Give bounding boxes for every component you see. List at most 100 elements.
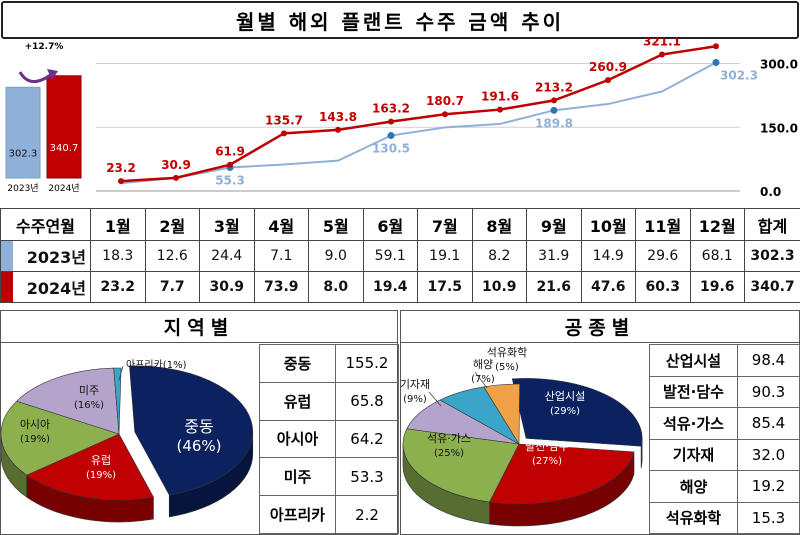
pie-slice-label: 유럽 bbox=[91, 453, 111, 467]
pie-slice-percent: (19%) bbox=[86, 470, 116, 481]
data-label: 213.2 bbox=[535, 80, 573, 94]
table-header-cell: 수주연월 bbox=[0, 208, 91, 241]
leader-line bbox=[428, 391, 442, 407]
pie-slice bbox=[113, 367, 122, 435]
table-cell: 60.3 bbox=[635, 271, 691, 303]
data-point bbox=[551, 97, 557, 104]
value-cell: 32.0 bbox=[737, 438, 800, 471]
data-point bbox=[713, 43, 719, 50]
pie-slice-percent: (46%) bbox=[176, 437, 221, 455]
pie-slice-label: 발전·담수 bbox=[525, 440, 569, 453]
data-point bbox=[388, 118, 394, 125]
table-cell: 17.5 bbox=[417, 271, 473, 303]
comparison-bar bbox=[5, 86, 41, 179]
data-label: 130.5 bbox=[372, 142, 410, 156]
region-panel-title: 지역별 bbox=[1, 311, 397, 343]
table-cell: 24.4 bbox=[199, 240, 255, 272]
category-cell: 아시아 bbox=[259, 419, 336, 459]
sector-value-table: 산업시설 98.4 발전·담수 90.3 석유·가스 85.4 기자재 32.0 해양 19.2 석… bbox=[649, 344, 800, 534]
data-label: 302.3 bbox=[720, 69, 758, 83]
region-panel: 지역별 중동 (46%) 유럽 (19%) 아시아 (19%) 미주 (16%) 아프리카(1%… bbox=[0, 310, 399, 535]
data-label: 55.3 bbox=[215, 173, 245, 187]
table-cell: 29.6 bbox=[635, 240, 691, 272]
data-label: 191.6 bbox=[481, 90, 519, 104]
region-pie-chart: 중동(46%) 유럽 (19%) 아시아 (19%) 미주 (16%) 아프리카(1%) bbox=[1, 359, 254, 523]
data-point bbox=[118, 178, 124, 185]
category-cell: 유럽 bbox=[259, 381, 336, 421]
pie-slice-label: 산업시설 bbox=[545, 390, 585, 403]
data-point bbox=[387, 132, 395, 140]
table-header-cell: 3월 bbox=[199, 208, 255, 241]
table-header-cell: 1월 bbox=[90, 208, 146, 241]
data-label: 61.9 bbox=[215, 145, 245, 159]
year-text: 2024년 bbox=[26, 279, 86, 298]
value-cell: 155.2 bbox=[335, 344, 399, 383]
data-label: 189.8 bbox=[535, 116, 573, 130]
row-year-label: 2023년 bbox=[0, 240, 91, 272]
series-line-2024 bbox=[120, 44, 717, 183]
data-label: 180.7 bbox=[426, 94, 464, 108]
pie-slice bbox=[1, 400, 120, 476]
leader-line bbox=[474, 371, 488, 389]
table-header-cell: 11월 bbox=[635, 208, 691, 241]
table-cell: 30.9 bbox=[199, 271, 255, 303]
category-cell: 해양 bbox=[649, 470, 738, 503]
data-point bbox=[442, 111, 448, 118]
pie-slice-label: 석유·가스 bbox=[427, 432, 471, 445]
table-row: 석유·가스 85.4 bbox=[649, 407, 800, 440]
value-cell: 64.2 bbox=[335, 419, 399, 459]
cumulative-line-chart: 0.0150.0300.0302.32023년340.72024년+12.7%5… bbox=[5, 38, 798, 199]
data-label: 143.8 bbox=[319, 110, 357, 124]
pie-slice bbox=[129, 365, 254, 496]
table-header-cell: 7월 bbox=[417, 208, 473, 241]
category-cell: 미주 bbox=[259, 457, 336, 497]
pie-slice-percent: (25%) bbox=[434, 448, 464, 459]
pie-slice-percent: (29%) bbox=[550, 406, 580, 417]
pie-slice bbox=[16, 367, 120, 435]
table-cell: 8.2 bbox=[471, 240, 527, 272]
value-cell: 19.2 bbox=[737, 470, 800, 503]
data-point bbox=[227, 161, 233, 168]
pie-slice-percent: (5%) bbox=[495, 362, 519, 373]
table-cell: 7.1 bbox=[253, 240, 309, 272]
monthly-order-table: 수주연월 1월 2월 3월 4월 5월 6월 7월 8월 9월 10월 11월 12월 합계 2023년 1… bbox=[0, 208, 800, 303]
table-cell: 21.6 bbox=[526, 271, 582, 303]
table-row: 발전·담수 90.3 bbox=[649, 375, 800, 408]
growth-arrowhead-icon bbox=[47, 69, 58, 80]
table-cell: 47.6 bbox=[580, 271, 636, 303]
category-cell: 아프리카 bbox=[259, 495, 336, 534]
value-cell: 98.4 bbox=[737, 344, 800, 377]
category-cell: 발전·담수 bbox=[649, 375, 738, 408]
table-cell: 12.6 bbox=[144, 240, 200, 272]
table-row: 기자재 32.0 bbox=[649, 438, 800, 471]
table-header-cell: 10월 bbox=[580, 208, 636, 241]
table-row: 중동 155.2 bbox=[259, 344, 399, 383]
category-cell: 석유·가스 bbox=[649, 407, 738, 440]
sector-panel: 공종별 산업시설 (29%) 발전·담수 (27%) 석유·가스 (25%) 기자재 (9%)… bbox=[400, 310, 800, 535]
pie-slice-percent: (16%) bbox=[74, 400, 104, 411]
table-row: 아프리카 2.2 bbox=[259, 495, 399, 534]
table-row: 2024년 23.2 7.7 30.9 73.9 8.0 19.4 17.5 10.9 21.6 4… bbox=[0, 271, 800, 303]
data-label: 163.2 bbox=[372, 102, 410, 116]
page-title: 월별 해외 플랜트 수주 금액 추이 bbox=[1, 1, 799, 39]
sector-pie-chart: 산업시설 (29%) 발전·담수 (27%) 석유·가스 (25%) 기자재 (9%) 해양 (7… bbox=[401, 346, 643, 527]
series-color-swatch bbox=[1, 241, 13, 271]
table-cell: 18.3 bbox=[90, 240, 146, 272]
table-header-cell: 6월 bbox=[362, 208, 418, 241]
table-row: 2023년 18.3 12.6 24.4 7.1 9.0 59.1 19.1 8.2 31.9 14… bbox=[0, 240, 800, 272]
region-value-table: 중동 155.2 유럽 65.8 아시아 64.2 미주 53.3 아프리카 2.2 bbox=[259, 344, 399, 534]
table-cell: 59.1 bbox=[362, 240, 418, 272]
table-cell: 68.1 bbox=[689, 240, 745, 272]
y-tick-label: 0.0 bbox=[760, 185, 781, 199]
value-cell: 15.3 bbox=[737, 501, 800, 534]
pie-slice-percent: (9%) bbox=[403, 394, 427, 405]
value-cell: 2.2 bbox=[335, 495, 399, 534]
table-row: 미주 53.3 bbox=[259, 457, 399, 497]
table-row: 유럽 65.8 bbox=[259, 381, 399, 421]
series-line-2023 bbox=[120, 61, 717, 185]
data-point bbox=[605, 77, 611, 84]
year-text: 2023년 bbox=[26, 248, 86, 267]
category-cell: 중동 bbox=[259, 344, 336, 383]
sector-panel-title: 공종별 bbox=[401, 311, 799, 343]
table-header-cell: 합계 bbox=[744, 208, 800, 241]
